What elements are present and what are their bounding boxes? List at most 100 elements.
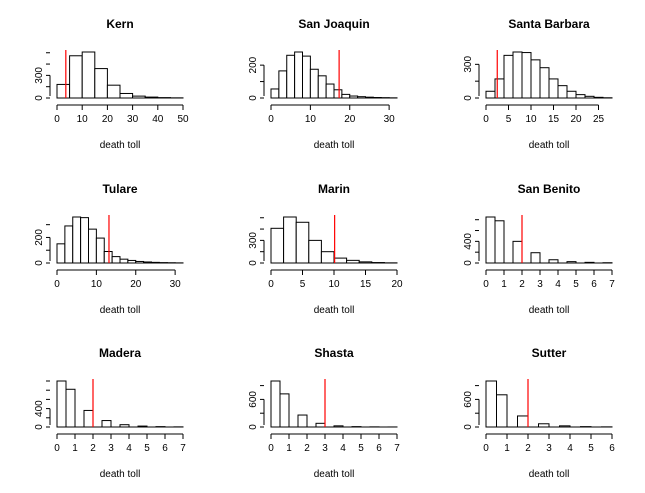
- histogram-bar: [56, 243, 66, 264]
- histogram-bar: [56, 380, 67, 428]
- y-tick-label: 0: [248, 95, 259, 101]
- x-tick-label: 7: [394, 443, 400, 454]
- x-tick-label: 6: [609, 443, 615, 454]
- y-tick-label: 0: [34, 95, 45, 101]
- x-tick-label: 40: [152, 114, 164, 125]
- histogram-bar: [103, 251, 113, 264]
- y-tick-label: 0: [463, 260, 474, 266]
- histogram-bar: [302, 55, 311, 99]
- x-tick-label: 20: [570, 114, 582, 125]
- panel-title: San Joaquin: [298, 17, 369, 31]
- histogram-bar: [295, 221, 310, 264]
- x-tick-label: 3: [546, 443, 552, 454]
- histogram-bar: [494, 78, 505, 99]
- x-tick-label: 0: [483, 114, 489, 125]
- y-tick-label: 0: [34, 424, 45, 430]
- x-tick-label: 5: [144, 443, 150, 454]
- histogram-bar: [503, 54, 514, 99]
- histogram-bar: [325, 83, 335, 99]
- x-tick-label: 5: [300, 279, 306, 290]
- x-tick-label: 3: [322, 443, 328, 454]
- y-tick-label: 0: [463, 424, 474, 430]
- x-tick-label: 7: [180, 443, 186, 454]
- x-tick-label: 20: [130, 279, 142, 290]
- x-tick-label: 15: [360, 279, 372, 290]
- histogram-panel: Santa Barbara 0 5 10 15 20 25 0 300 death toll: [463, 17, 613, 151]
- x-axis-label: death toll: [529, 140, 570, 151]
- histogram-bar: [308, 239, 322, 264]
- histogram-bar: [95, 237, 105, 264]
- histogram-bar: [548, 78, 559, 99]
- histogram-bar: [341, 93, 351, 99]
- x-tick-label: 5: [506, 114, 512, 125]
- histogram-bar: [80, 217, 89, 264]
- histogram-bar: [83, 409, 94, 428]
- x-tick-label: 2: [90, 443, 96, 454]
- histogram-bar: [530, 252, 541, 264]
- x-tick-label: 1: [72, 443, 78, 454]
- x-tick-label: 4: [555, 279, 561, 290]
- histogram-bar: [333, 257, 348, 264]
- y-tick-label: 0: [248, 424, 259, 430]
- histogram-bar: [94, 68, 108, 99]
- x-axis-label: death toll: [529, 469, 570, 480]
- panel-title: Madera: [99, 346, 141, 360]
- x-tick-label: 3: [537, 279, 543, 290]
- y-tick-label: 600: [248, 391, 259, 408]
- y-tick-label: 0: [463, 95, 474, 101]
- histogram-bar: [111, 256, 121, 264]
- x-tick-label: 20: [391, 279, 403, 290]
- histogram-bar: [278, 70, 288, 99]
- histogram-bar: [557, 85, 568, 99]
- x-tick-label: 0: [54, 114, 60, 125]
- histogram-panel: San Joaquin 0 10 20 30 0 200 death toll: [248, 17, 398, 151]
- histogram-bar: [485, 90, 496, 99]
- x-tick-label: 0: [54, 443, 60, 454]
- x-tick-label: 5: [588, 443, 594, 454]
- histogram-bar: [56, 83, 71, 99]
- histogram-bar: [270, 227, 285, 264]
- histogram-bar: [320, 251, 335, 264]
- x-tick-label: 4: [567, 443, 573, 454]
- y-tick-label: 300: [34, 67, 45, 84]
- x-tick-label: 25: [593, 114, 605, 125]
- histogram-bar: [72, 216, 82, 264]
- x-axis-label: death toll: [100, 469, 141, 480]
- histogram-bar: [101, 420, 112, 428]
- x-axis-label: death toll: [314, 469, 355, 480]
- histogram-bar: [106, 84, 121, 99]
- x-tick-label: 0: [483, 279, 489, 290]
- histogram-bar: [283, 216, 297, 264]
- x-tick-label: 5: [573, 279, 579, 290]
- x-axis-label: death toll: [529, 305, 570, 316]
- y-tick-label: 0: [34, 260, 45, 266]
- histogram-panel: Tulare 0 10 20 30 0 200 death toll: [34, 182, 184, 316]
- x-tick-label: 10: [91, 279, 103, 290]
- x-tick-label: 0: [483, 443, 489, 454]
- x-tick-label: 30: [384, 114, 396, 125]
- x-tick-label: 6: [162, 443, 168, 454]
- panel-title: Kern: [106, 17, 133, 31]
- histogram-bar: [333, 89, 343, 99]
- histogram-bar: [279, 393, 290, 428]
- x-tick-label: 6: [376, 443, 382, 454]
- histogram-panel: Kern 0 10 20 30 40 50 0 300 death toll: [34, 17, 189, 151]
- y-tick-label: 200: [248, 56, 259, 73]
- histogram-bar: [294, 51, 303, 99]
- x-tick-label: 0: [54, 279, 60, 290]
- histogram-bar: [485, 216, 496, 264]
- histogram-bar: [309, 68, 319, 99]
- histogram-bar: [539, 67, 550, 99]
- histogram-bar: [521, 52, 532, 99]
- x-axis-label: death toll: [100, 140, 141, 151]
- y-tick-label: 0: [248, 260, 259, 266]
- histogram-bar: [270, 380, 281, 428]
- histogram-bar: [69, 55, 83, 99]
- x-tick-label: 30: [170, 279, 182, 290]
- x-tick-label: 0: [268, 114, 274, 125]
- y-tick-label: 300: [463, 56, 474, 73]
- histogram-bar: [286, 54, 296, 99]
- y-tick-label: 300: [248, 232, 259, 249]
- x-tick-label: 20: [344, 114, 356, 125]
